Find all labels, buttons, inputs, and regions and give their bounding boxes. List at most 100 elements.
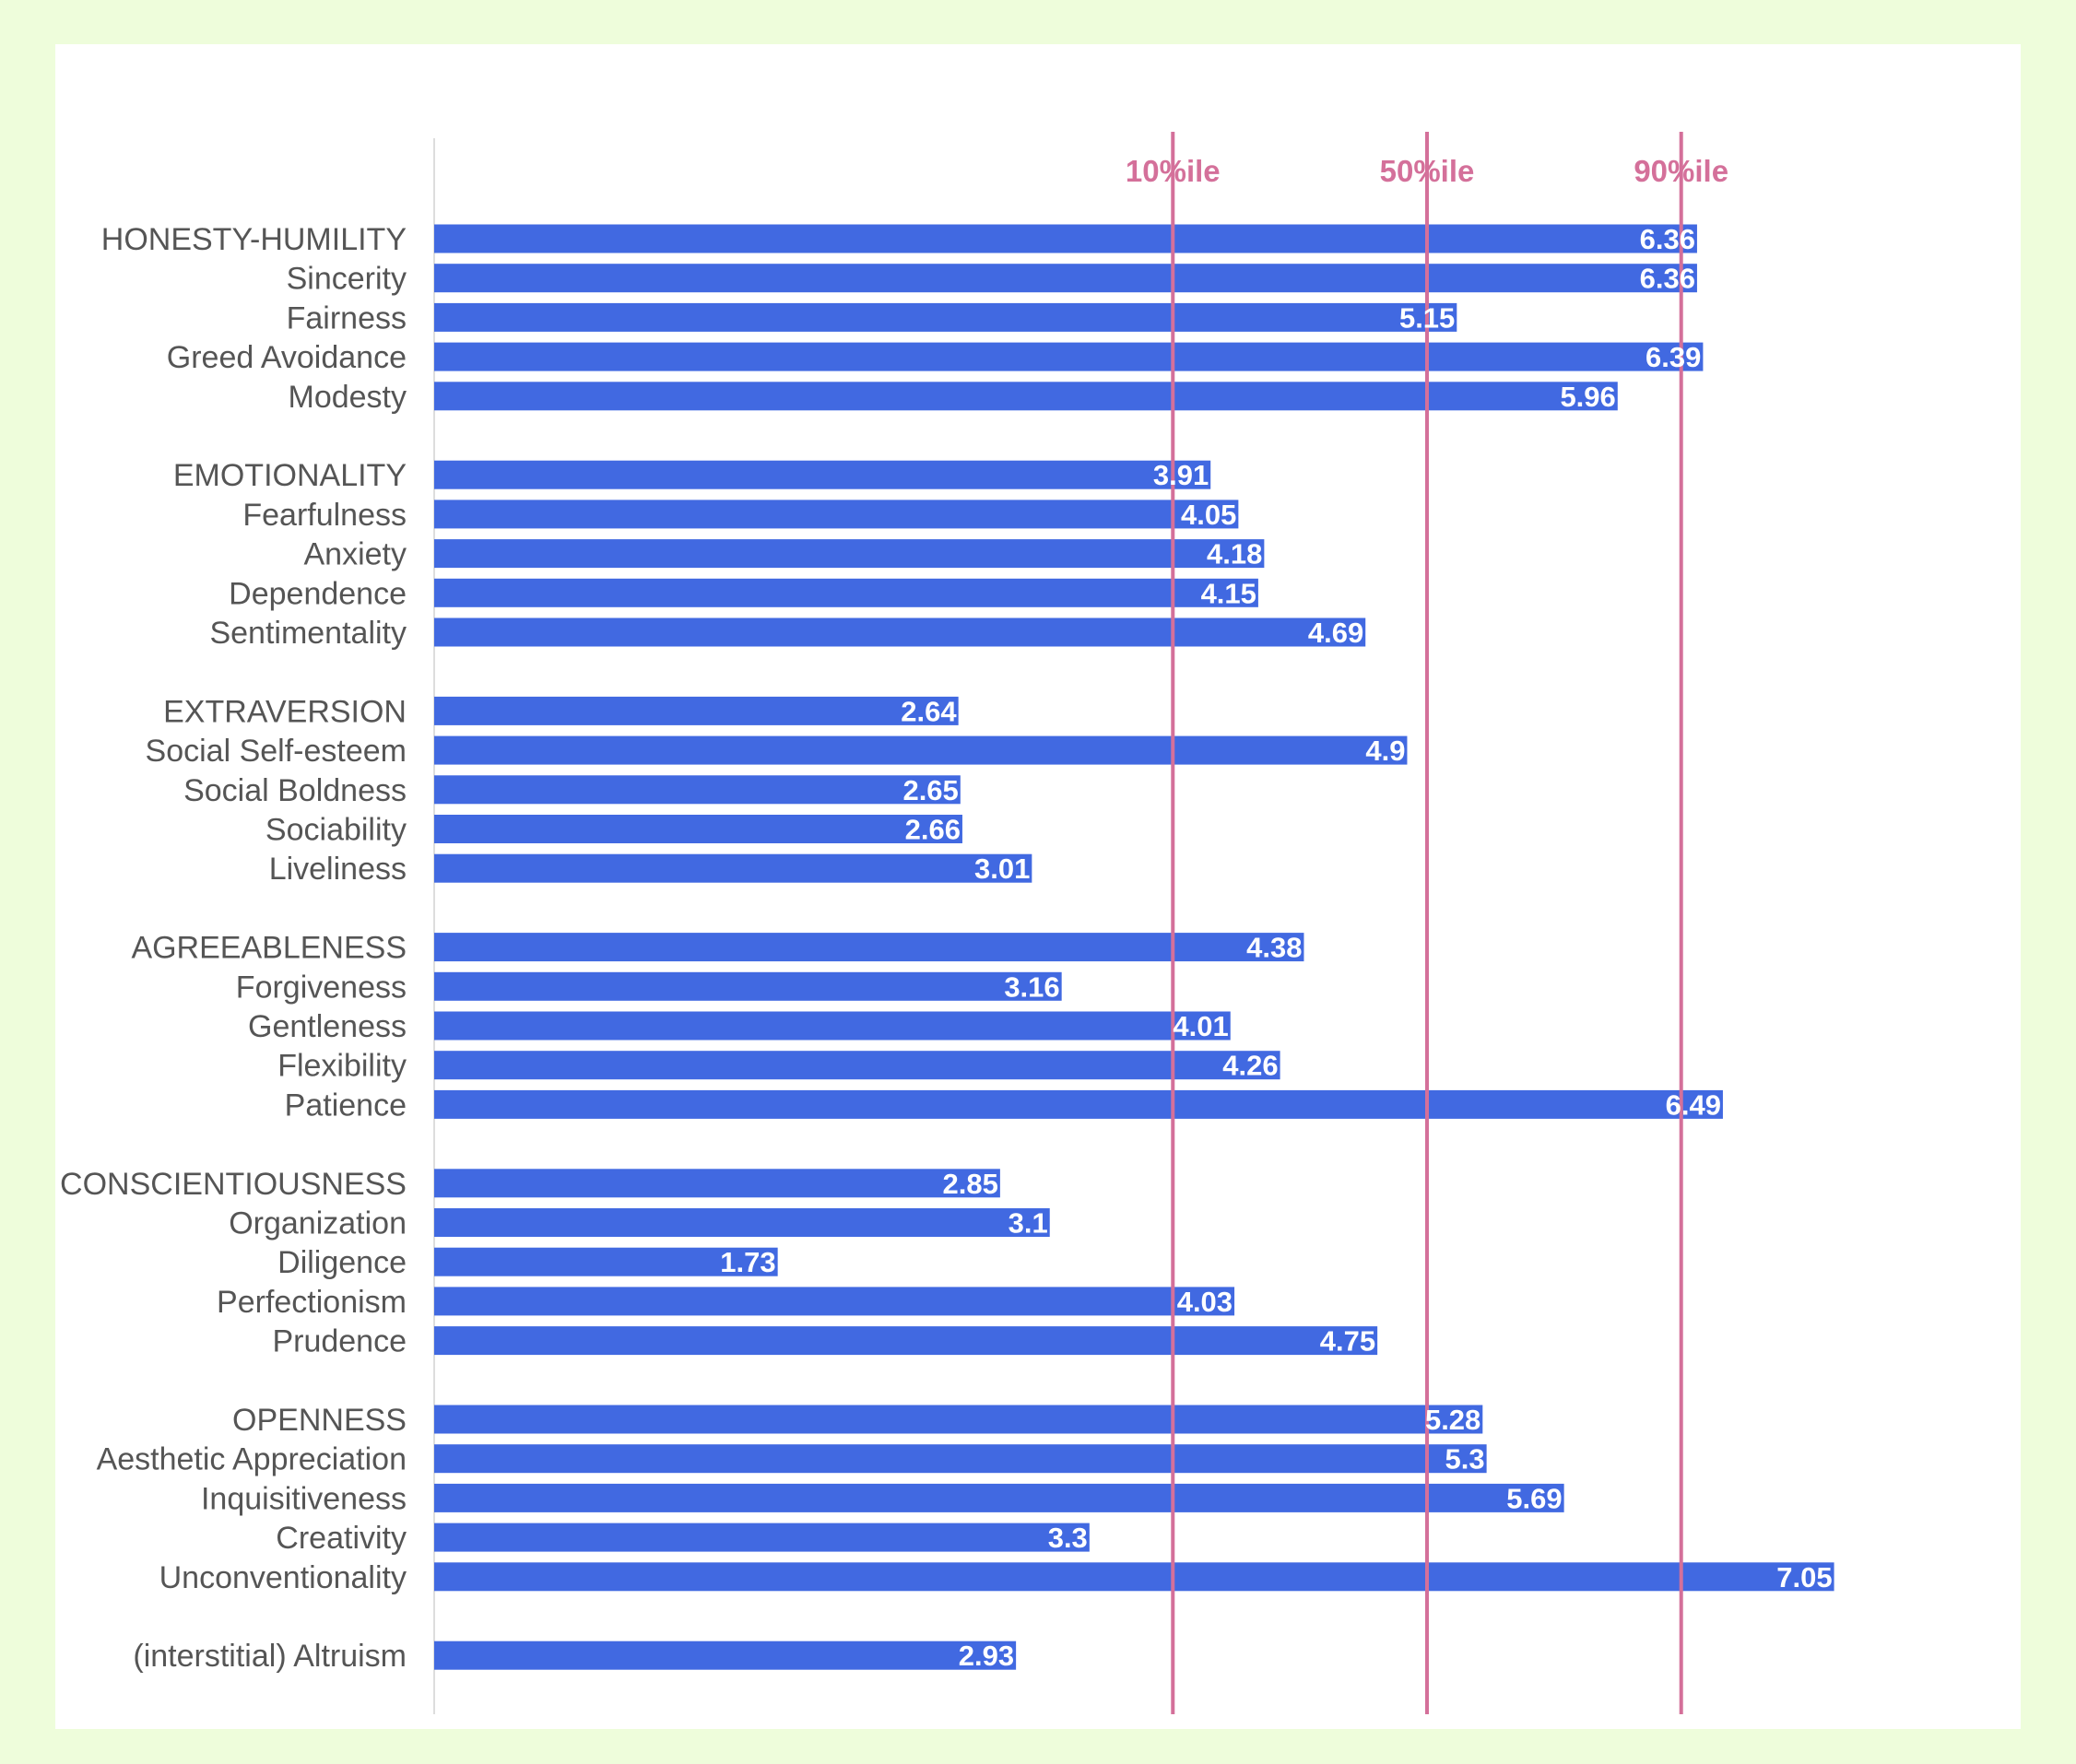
value-label: 2.66	[905, 814, 961, 846]
value-label: 5.28	[1425, 1404, 1480, 1436]
bar	[434, 1326, 1378, 1356]
value-label: 5.69	[1506, 1482, 1562, 1514]
value-label: 6.36	[1640, 223, 1695, 255]
bar	[434, 735, 1408, 765]
category-label: (interstitial) Altruism	[133, 1639, 407, 1674]
category-label: Unconventionality	[159, 1560, 407, 1595]
bar	[434, 500, 1239, 529]
category-label: Organization	[229, 1206, 407, 1241]
value-label: 5.3	[1445, 1443, 1485, 1476]
category-label: Sociability	[265, 813, 407, 848]
bar	[434, 460, 1211, 489]
percentile-label: 50%ile	[1380, 154, 1475, 188]
bar	[434, 617, 1366, 647]
percentile-label: 90%ile	[1634, 154, 1728, 188]
category-label: CONSCIENTIOUSNESS	[60, 1167, 407, 1202]
bar	[434, 342, 1704, 371]
value-label: 4.15	[1201, 577, 1256, 609]
category-label: Fearfulness	[242, 498, 407, 533]
category-label: Social Self-esteem	[146, 734, 407, 769]
bar	[434, 578, 1258, 607]
bar	[434, 775, 961, 805]
value-label: 4.18	[1207, 538, 1262, 570]
category-label: Anxiety	[304, 537, 407, 572]
value-label: 4.01	[1173, 1010, 1228, 1042]
category-label: Liveliness	[269, 852, 407, 887]
bar	[434, 1169, 1000, 1198]
category-label: Sentimentality	[209, 616, 407, 651]
value-label: 3.16	[1004, 970, 1059, 1003]
value-label: 4.03	[1177, 1286, 1233, 1318]
value-label: 6.49	[1666, 1088, 1721, 1121]
category-label: Dependence	[229, 576, 407, 611]
bar	[434, 933, 1304, 962]
value-label: 2.65	[902, 774, 958, 806]
category-label: EMOTIONALITY	[173, 458, 407, 493]
bar	[434, 696, 959, 725]
percentile-label: 10%ile	[1126, 154, 1221, 188]
bar	[434, 539, 1265, 569]
bar	[434, 815, 962, 843]
bar-series	[434, 224, 1834, 1670]
value-label: 2.93	[959, 1640, 1014, 1672]
value-label: 2.85	[943, 1168, 998, 1200]
category-label: Greed Avoidance	[167, 340, 407, 375]
bar	[434, 1287, 1235, 1316]
value-label: 4.26	[1222, 1050, 1278, 1082]
value-label: 4.69	[1308, 617, 1363, 649]
category-label: Forgiveness	[236, 970, 407, 1005]
bar	[434, 971, 1062, 1001]
category-label: HONESTY-HUMILITY	[101, 222, 407, 257]
bar	[434, 1405, 1483, 1434]
value-label: 2.64	[901, 695, 957, 727]
category-label: Patience	[285, 1088, 407, 1123]
bar	[434, 1444, 1487, 1474]
bar	[434, 1051, 1280, 1080]
bar	[434, 264, 1697, 293]
category-label: Creativity	[276, 1521, 407, 1556]
bar	[434, 1247, 778, 1276]
bar	[434, 382, 1618, 411]
category-label: Social Boldness	[183, 773, 407, 808]
value-label: 6.39	[1645, 341, 1701, 373]
value-labels: 6.36 6.36 5.15 6.39 5.96 3.91 4.05 4.18 4.15 4.69…	[720, 223, 1832, 1672]
value-label: 4.05	[1181, 499, 1236, 531]
bar-chart: 10%ile 50%ile 90%ile 6.36 6.36 5.15 6.39 5.96 3.…	[60, 132, 1834, 1714]
value-label: 5.15	[1399, 301, 1455, 334]
category-label: Aesthetic Appreciation	[97, 1442, 407, 1477]
value-label: 3.01	[974, 853, 1030, 885]
category-label: Fairness	[287, 300, 407, 335]
category-label: Prudence	[272, 1324, 407, 1359]
bar	[434, 1089, 1723, 1119]
value-label: 4.75	[1320, 1325, 1375, 1358]
value-label: 6.36	[1640, 263, 1695, 295]
value-label: 3.91	[1153, 459, 1209, 491]
value-label: 3.3	[1048, 1522, 1088, 1554]
bar	[434, 1208, 1050, 1237]
bar	[434, 302, 1457, 332]
category-label: Modesty	[289, 380, 407, 415]
category-label: AGREEABLENESS	[131, 931, 407, 966]
category-label: Diligence	[277, 1245, 407, 1280]
category-label: EXTRAVERSION	[163, 694, 407, 729]
bar	[434, 1641, 1017, 1670]
value-label: 4.38	[1246, 932, 1302, 964]
category-label: Perfectionism	[217, 1285, 407, 1320]
category-label: Gentleness	[248, 1009, 407, 1044]
category-label: Inquisitiveness	[201, 1481, 407, 1516]
value-label: 4.9	[1365, 735, 1405, 767]
bar	[434, 853, 1032, 883]
category-label: OPENNESS	[232, 1403, 407, 1438]
category-label: Flexibility	[277, 1049, 407, 1084]
bar	[434, 1562, 1834, 1592]
value-label: 7.05	[1776, 1561, 1832, 1593]
percentile-reference-lines: 10%ile 50%ile 90%ile	[1126, 132, 1728, 1714]
chart-card: 10%ile 50%ile 90%ile 6.36 6.36 5.15 6.39 5.96 3.…	[55, 44, 2021, 1729]
bar	[434, 1523, 1090, 1552]
value-label: 5.96	[1560, 381, 1615, 413]
bar	[434, 224, 1697, 253]
category-label: Sincerity	[287, 262, 407, 297]
bar	[434, 1483, 1564, 1512]
value-label: 1.73	[720, 1246, 775, 1278]
